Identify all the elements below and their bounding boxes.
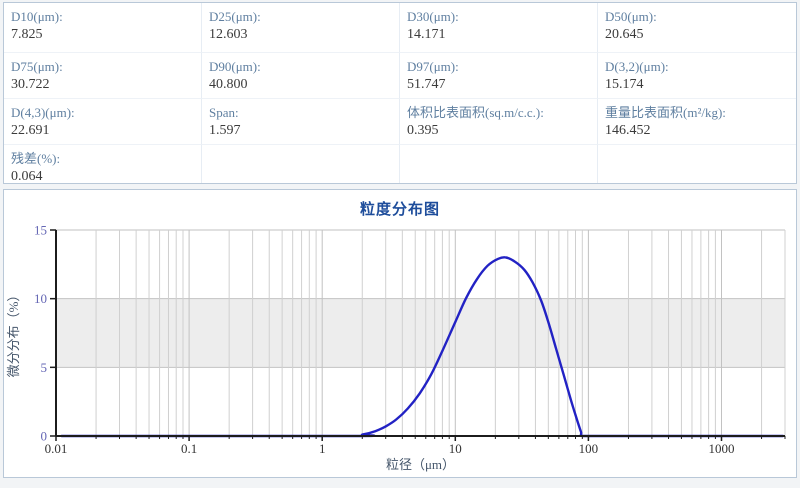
stat-label: D90(μm): bbox=[209, 59, 261, 74]
particle-size-distribution-chart: 0 5 10 15 0.01 0.1 1 10 100 1000 粒径（μm） 微分分布（%） bbox=[6, 224, 786, 472]
stat-cell: D25(μm): 12.603 bbox=[202, 3, 400, 53]
stat-cell: D(4,3)(μm): 22.691 bbox=[4, 99, 202, 145]
stat-cell: Span: 1.597 bbox=[202, 99, 400, 145]
x-tick-label: 0.1 bbox=[181, 441, 197, 456]
stat-label: D30(μm): bbox=[407, 9, 459, 24]
y-tick-label: 0 bbox=[41, 429, 48, 444]
y-axis-title: 微分分布（%） bbox=[6, 289, 21, 378]
stat-cell: D(3,2)(μm): 15.174 bbox=[598, 53, 796, 99]
stat-cell: D75(μm): 30.722 bbox=[4, 53, 202, 99]
stats-panel: D10(μm): 7.825 D25(μm): 12.603 D30(μm): 14.17… bbox=[3, 2, 797, 184]
stat-label: D(4,3)(μm): bbox=[11, 105, 75, 120]
stat-label: 重量比表面积(m²/kg): bbox=[605, 105, 726, 120]
y-tick-label: 5 bbox=[41, 360, 48, 375]
stat-cell: D97(μm): 51.747 bbox=[400, 53, 598, 99]
stats-grid: D10(μm): 7.825 D25(μm): 12.603 D30(μm): 14.17… bbox=[4, 3, 796, 183]
stat-value: 51.747 bbox=[407, 77, 446, 92]
stat-value: 15.174 bbox=[605, 77, 644, 92]
stat-cell: D30(μm): 14.171 bbox=[400, 3, 598, 53]
stat-cell bbox=[202, 145, 400, 183]
stat-value: 12.603 bbox=[209, 27, 248, 42]
stat-cell: D90(μm): 40.800 bbox=[202, 53, 400, 99]
stat-cell: D50(μm): 20.645 bbox=[598, 3, 796, 53]
stat-value: 22.691 bbox=[11, 123, 50, 138]
stat-label: D25(μm): bbox=[209, 9, 261, 24]
stat-cell: 残差(%): 0.064 bbox=[4, 145, 202, 183]
stat-label: 体积比表面积(sq.m/c.c.): bbox=[407, 105, 544, 120]
stat-value: 0.064 bbox=[11, 169, 43, 183]
stat-label: Span: bbox=[209, 105, 239, 120]
stat-value: 1.597 bbox=[209, 123, 241, 138]
x-tick-label: 1000 bbox=[708, 441, 734, 456]
x-tick-label: 10 bbox=[449, 441, 462, 456]
distribution-curve bbox=[60, 256, 785, 438]
x-tick-label: 1 bbox=[319, 441, 326, 456]
stat-label: D10(μm): bbox=[11, 9, 63, 24]
stat-label: 残差(%): bbox=[11, 151, 61, 166]
shaded-band bbox=[56, 298, 785, 368]
stat-value: 14.171 bbox=[407, 27, 446, 42]
stat-label: D97(μm): bbox=[407, 59, 459, 74]
chart-panel: 粒度分布图 0 5 10 15 0.01 0.1 1 10 100 1000 粒径（μm） 微分分布（… bbox=[3, 189, 797, 478]
stat-label: D75(μm): bbox=[11, 59, 63, 74]
stat-label: D50(μm): bbox=[605, 9, 657, 24]
stat-cell bbox=[400, 145, 598, 183]
stat-value: 7.825 bbox=[11, 27, 43, 42]
stat-cell: 体积比表面积(sq.m/c.c.): 0.395 bbox=[400, 99, 598, 145]
x-tick-label: 0.01 bbox=[45, 441, 68, 456]
x-tick-label: 100 bbox=[579, 441, 599, 456]
stat-label: D(3,2)(μm): bbox=[605, 59, 669, 74]
stat-value: 146.452 bbox=[605, 123, 651, 138]
stat-value: 20.645 bbox=[605, 27, 644, 42]
stat-value: 40.800 bbox=[209, 77, 248, 92]
stat-cell: 重量比表面积(m²/kg): 146.452 bbox=[598, 99, 796, 145]
stat-cell bbox=[598, 145, 796, 183]
chart-title: 粒度分布图 bbox=[359, 202, 440, 218]
stat-value: 30.722 bbox=[11, 77, 50, 92]
y-tick-label: 10 bbox=[34, 291, 47, 306]
stat-cell: D10(μm): 7.825 bbox=[4, 3, 202, 53]
x-axis-title: 粒径（μm） bbox=[386, 457, 455, 472]
y-tick-label: 15 bbox=[34, 224, 47, 238]
stat-value: 0.395 bbox=[407, 123, 439, 138]
